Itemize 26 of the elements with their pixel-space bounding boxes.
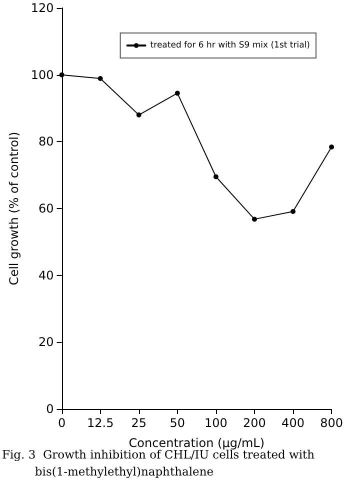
y-tick-label: 120 [30,1,54,15]
point [59,72,64,78]
legend-label: treated for 6 hr with S9 mix (1st trial) [150,40,310,50]
point [252,216,257,222]
x-tick-label: 400 [282,416,304,430]
y-tick-label: 80 [38,134,54,149]
y-tick-label: 40 [38,268,54,282]
x-tick-label: 200 [243,416,266,430]
x-tick-label: 12.5 [86,416,114,430]
point [174,90,180,96]
x-tick-label: 100 [204,416,228,430]
point [136,112,142,118]
x-tick-label: 25 [131,416,147,430]
point [329,144,334,150]
point [290,209,296,214]
point [213,174,218,180]
x-axis-title: Concentration (μg/mL) [128,436,265,450]
y-axis-title: Cell growth (% of control) [7,132,21,286]
y-tick-label: 60 [38,202,54,216]
point [98,76,103,82]
y-tick-label: 0 [46,402,54,416]
y-tick-label: 20 [38,335,54,350]
y-tick-label: 100 [30,68,54,82]
x-tick-label: 0 [58,416,66,430]
x-tick-label: 800 [320,416,343,430]
x-tick-label: 50 [170,416,186,430]
